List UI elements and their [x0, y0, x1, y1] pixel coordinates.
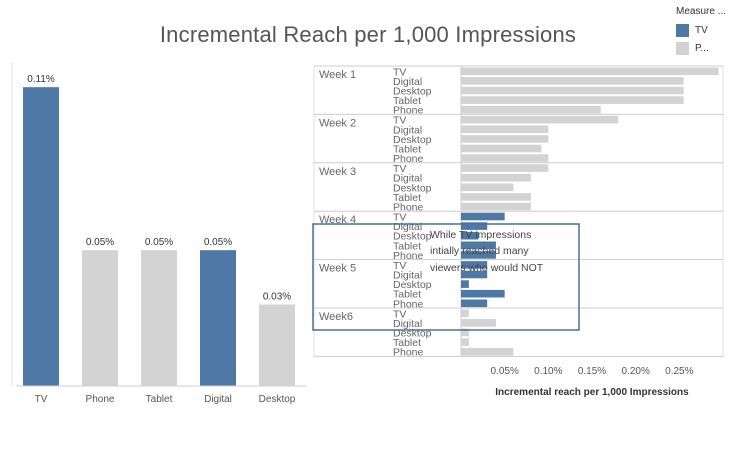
bar-value-label: 0.03%: [263, 292, 291, 303]
annotation-text: While TV impressions: [430, 229, 531, 241]
chart-title: Incremental Reach per 1,000 Impressions: [159, 22, 577, 47]
bar-digital: [200, 250, 236, 386]
category-label: Phone: [86, 394, 115, 405]
device-label: Digital: [393, 270, 422, 282]
bar-week4-tv: [461, 212, 505, 221]
bar-week5-digital: [461, 270, 488, 279]
category-label: Digital: [204, 394, 232, 405]
week-label: Week 5: [319, 263, 356, 275]
device-label: TV: [393, 66, 406, 78]
x-tick-label: 0.05%: [490, 366, 518, 377]
x-tick-label: 0.15%: [578, 366, 606, 377]
bar-week6-tv: [461, 309, 469, 318]
bar-week5-phone: [461, 299, 488, 308]
legend-item-other[interactable]: P...: [676, 40, 726, 56]
bar-week1-digital: [461, 77, 684, 85]
week-label: Week 1: [319, 69, 356, 81]
bar-week3-tablet: [461, 193, 531, 201]
bar-week2-desktop: [461, 135, 549, 143]
bar-week6-tablet: [461, 338, 469, 346]
legend-item-tv[interactable]: TV: [676, 22, 726, 38]
x-tick-label: 0.10%: [534, 366, 562, 377]
device-label: TV: [393, 260, 406, 272]
bar-week1-phone: [461, 105, 601, 114]
bar-week4-digital: [461, 222, 488, 230]
annotation-text: intially reached many: [430, 245, 529, 257]
x-tick-label: 0.25%: [665, 366, 693, 377]
device-label: Tablet: [393, 289, 421, 301]
bar-tablet: [141, 250, 177, 386]
bar-week1-tv: [461, 67, 719, 76]
legend-label-other: P...: [695, 42, 709, 54]
bar-value-label: 0.05%: [86, 237, 114, 248]
device-label: TV: [393, 212, 406, 224]
bar-week3-desktop: [461, 183, 514, 192]
week-label: Week 2: [319, 117, 356, 129]
bar-phone: [82, 250, 118, 386]
bar-week6-digital: [461, 319, 496, 327]
bar-week2-tablet: [461, 144, 542, 153]
bar-week5-tablet: [461, 289, 505, 298]
device-label: Digital: [393, 173, 422, 185]
category-label: Tablet: [146, 394, 173, 405]
device-label: Phone: [393, 202, 424, 214]
bar-week4-phone: [461, 251, 496, 259]
device-label: TV: [393, 163, 406, 175]
device-label: Phone: [393, 105, 424, 117]
legend[interactable]: Measure ... TV P...: [676, 6, 726, 58]
week-label: Week 4: [319, 214, 356, 226]
legend-label-tv: TV: [695, 24, 708, 36]
week-label: Week6: [319, 311, 353, 323]
device-label: Phone: [393, 153, 424, 165]
device-label: Desktop: [393, 86, 432, 98]
bar-week3-tv: [461, 164, 549, 172]
bar-week1-desktop: [461, 86, 684, 95]
x-tick-label: 0.20%: [621, 366, 649, 377]
bar-desktop: [259, 304, 295, 386]
device-label: Phone: [393, 347, 424, 359]
legend-swatch-other: [676, 41, 689, 55]
bar-week3-digital: [461, 173, 531, 182]
category-label: Desktop: [259, 394, 296, 405]
device-label: TV: [393, 308, 406, 320]
bar-week5-desktop: [461, 280, 469, 288]
x-axis-title: Incremental reach per 1,000 Impressions: [495, 387, 689, 398]
device-label: Digital: [393, 124, 422, 136]
bar-tv: [23, 87, 59, 387]
annotation-box: [312, 223, 580, 331]
device-label: Digital: [393, 76, 422, 88]
bar-week4-tablet: [461, 241, 496, 250]
device-label: Tablet: [393, 95, 421, 107]
bar-value-label: 0.11%: [27, 74, 55, 85]
device-label: Desktop: [393, 279, 432, 291]
bar-week2-tv: [461, 115, 619, 124]
legend-swatch-tv: [676, 23, 689, 37]
bar-value-label: 0.05%: [204, 237, 232, 248]
device-label: Tablet: [393, 337, 421, 349]
bar-value-label: 0.05%: [145, 237, 173, 248]
device-label: Desktop: [393, 134, 432, 146]
bar-week4-desktop: [461, 231, 479, 240]
device-label: Desktop: [393, 182, 432, 194]
bar-week6-phone: [461, 347, 514, 356]
bar-week5-tv: [461, 261, 488, 269]
legend-title: Measure ...: [676, 6, 727, 17]
annotation-text: viewers who would NOT: [430, 262, 544, 274]
device-label: Tablet: [393, 144, 421, 156]
device-label: Desktop: [393, 231, 432, 243]
bar-week2-phone: [461, 154, 549, 162]
device-label: Tablet: [393, 192, 421, 204]
device-label: Digital: [393, 318, 422, 330]
device-label: Phone: [393, 298, 424, 310]
device-label: Tablet: [393, 240, 421, 252]
bar-week6-desktop: [461, 328, 469, 337]
bar-week3-phone: [461, 202, 531, 211]
device-label: Phone: [393, 250, 424, 262]
week-label: Week 3: [319, 166, 356, 178]
bar-week1-tablet: [461, 96, 684, 104]
bar-week2-digital: [461, 125, 549, 134]
category-label: TV: [35, 394, 48, 405]
device-label: TV: [393, 115, 406, 127]
